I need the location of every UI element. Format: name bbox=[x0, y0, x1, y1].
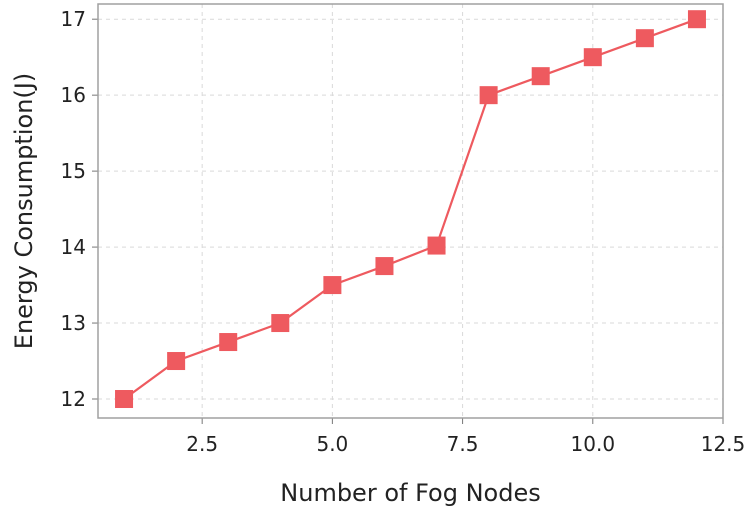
data-point-marker bbox=[583, 48, 602, 67]
y-tick-label: 13 bbox=[61, 311, 86, 335]
data-point-marker bbox=[635, 29, 654, 48]
data-point-marker bbox=[375, 257, 394, 276]
y-tick-label: 16 bbox=[61, 83, 86, 107]
x-tick-label: 7.5 bbox=[447, 432, 479, 456]
data-point-marker bbox=[479, 86, 498, 105]
data-point-marker bbox=[115, 390, 134, 409]
x-axis-ticks: 2.5 5.0 7.5 10.0 12.5 bbox=[186, 418, 745, 456]
data-point-marker bbox=[323, 276, 342, 295]
plot-frame bbox=[97, 3, 724, 419]
y-tick-label: 17 bbox=[61, 7, 86, 31]
data-point-marker bbox=[271, 314, 290, 333]
data-point-marker bbox=[531, 67, 550, 86]
y-tick-label: 15 bbox=[61, 159, 86, 183]
x-tick-label: 2.5 bbox=[186, 432, 218, 456]
x-tick-label: 10.0 bbox=[571, 432, 616, 456]
data-point-marker bbox=[687, 10, 706, 29]
data-point-marker bbox=[427, 236, 446, 255]
x-tick-label: 12.5 bbox=[701, 432, 746, 456]
y-tick-label: 14 bbox=[61, 235, 86, 259]
x-axis-label: Number of Fog Nodes bbox=[280, 479, 540, 507]
data-point-marker bbox=[219, 333, 238, 352]
y-axis-label: Energy Consumption(J) bbox=[10, 73, 38, 349]
data-point-marker bbox=[167, 352, 186, 371]
y-axis-ticks: 12 13 14 15 16 17 bbox=[61, 7, 98, 411]
y-tick-label: 12 bbox=[61, 387, 86, 411]
series-layer bbox=[115, 10, 706, 409]
x-tick-label: 5.0 bbox=[316, 432, 348, 456]
